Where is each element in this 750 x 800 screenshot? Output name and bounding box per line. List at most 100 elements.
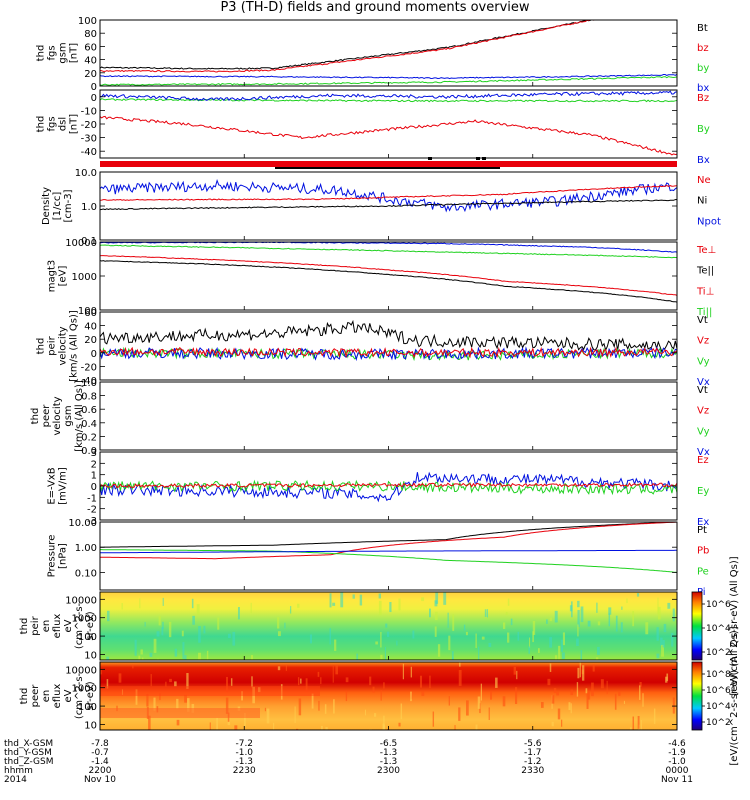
colorbar-tick-label: 10^4 (706, 702, 731, 712)
spectrogram-band (100, 708, 260, 718)
panel-peir-velocity: Vt Vz Vy Vx 60 40 20 0 -20 -40 thd peir velocity [km/… (36, 308, 710, 388)
ytick-label: 100 (78, 702, 97, 713)
xaxis-tick-label: -7.2 (235, 739, 253, 749)
series-line-bz (100, 20, 595, 73)
legend-entry: Te|| (696, 266, 714, 277)
ylabel-line: eflux (52, 614, 63, 639)
xaxis-tick-label: -1.7 (524, 748, 542, 758)
xaxis-tick-label: -5.6 (524, 739, 542, 749)
ytick-label: 60 (84, 42, 97, 53)
ytick-label: 0 (91, 482, 97, 493)
xaxis-tick-label: -4.6 (668, 739, 686, 749)
xaxis-tick-label: -1.9 (668, 748, 686, 758)
series-line-Pt (100, 522, 677, 548)
ytick-label: 40 (84, 56, 97, 67)
legend-entry: Npot (697, 216, 721, 227)
ytick-label: 100 (78, 632, 97, 643)
ytick-label: 3 (91, 448, 97, 459)
xaxis-tick-label: -1.2 (524, 757, 542, 767)
ylabel-line: thd (19, 688, 30, 705)
ytick-label: 10000 (65, 595, 97, 606)
legend-entry: Vy (697, 426, 710, 437)
xaxis-tick-label: 2200 (89, 766, 112, 776)
xaxis-tick-label: -1.3 (380, 748, 398, 758)
flag-marker (476, 157, 480, 160)
legend-entry: Vz (697, 336, 709, 347)
ytick-label: -10 (81, 106, 97, 117)
series-line-Npot (100, 179, 677, 213)
series-line-Vt (100, 319, 677, 353)
ytick-label: 100 (78, 306, 97, 317)
series-line-Ti|| (100, 244, 677, 259)
ylabel-line: [nT] (69, 43, 80, 63)
series-line-Vz (100, 346, 677, 359)
series-group (100, 471, 677, 503)
panel-peer-spectrogram: 10^8 10^6 10^4 10^2[eV/(cm^2-s-sr-eV) (All … (19, 626, 740, 765)
xaxis-row-label: thd_Y-GSM (4, 748, 52, 758)
ytick-label: -20 (81, 120, 97, 131)
spectrogram-streaks (106, 592, 677, 660)
ylabel-line: [km/s (All Qs)] (74, 380, 85, 452)
series-line-Ne (100, 184, 677, 201)
legend-entry: Bz (697, 93, 709, 104)
quality-flag-bar (100, 157, 677, 169)
ytick-label: 10.0 (75, 168, 97, 179)
legend-entry: Pe (697, 566, 709, 577)
colorbar (691, 661, 703, 731)
series-line-By (100, 98, 677, 103)
flag-segment (275, 167, 500, 169)
xaxis-tick-label: 2330 (521, 766, 544, 776)
colorbar-tick-label: 10^8 (706, 670, 731, 680)
series-line-Ey (100, 479, 677, 496)
xaxis-tick-label: -1.3 (380, 757, 398, 767)
legend-entry: Ne (697, 175, 711, 186)
ylabel-line: [nPa] (58, 543, 69, 569)
ytick-label: 20 (84, 69, 97, 80)
series-line-bx (100, 73, 677, 80)
colorbar (691, 591, 703, 661)
xaxis-tick-label: 0000 (666, 766, 689, 776)
colorbar-tick-label: 10^6 (706, 600, 731, 610)
ylabel-line: thd (36, 45, 47, 62)
panel-frame (99, 241, 678, 311)
ylabel-line: peir (47, 335, 58, 355)
ylabel-line: [mV/m] (58, 467, 69, 505)
ytick-label: 100 (78, 16, 97, 27)
series-group (100, 319, 677, 362)
ylabel-line: peir (30, 615, 41, 635)
legend-entry: Te⊥ (696, 245, 716, 256)
legend-entry: Vx (697, 377, 710, 388)
colorbar-tick-label: 10^2 (706, 648, 731, 658)
ytick-label: 20 (84, 335, 97, 346)
xaxis-tick-label: -1.3 (235, 757, 253, 767)
xaxis-tick-label: -6.5 (380, 739, 398, 749)
xaxis-tick-label: -1.4 (91, 757, 109, 767)
ytick-label: -30 (81, 134, 97, 145)
colorbar-tick-label: 10^6 (706, 686, 731, 696)
xaxis-tick-label: Nov 11 (661, 775, 693, 785)
ylabel-line: eV (63, 619, 74, 632)
xaxis-row-label: hhmm (4, 766, 33, 776)
ylabel-line: sr-eV) (85, 611, 96, 640)
series-line-Vx (100, 346, 677, 362)
series-line-Ez (100, 482, 677, 489)
panel-fgs-dsl: Bz By Bx 0 -10 -20 -30 -40 thd fgs dsl [nT] (36, 89, 710, 166)
xaxis-row-label: thd_X-GSM (4, 739, 53, 749)
ylabel-line: [cm-3] (63, 189, 74, 222)
ylabel-line: eV (63, 689, 74, 702)
ylabel-line: (cm^2-s- (74, 672, 85, 719)
ylabel-line: thd (19, 618, 30, 635)
ytick-label: 60 (84, 308, 97, 319)
ytick-label: 10 (84, 650, 97, 661)
xaxis-tick-label: -1.0 (235, 748, 253, 758)
xaxis-tick-label: 2230 (233, 766, 256, 776)
ytick-label: 1.00 (75, 543, 97, 554)
legend-entry: by (697, 63, 709, 74)
panel-fgs-gsm: Bt bz by bx 100 80 60 40 20 0 thd fgs gsm [nT] (36, 16, 710, 94)
series-group (100, 522, 677, 573)
ylabel-line: peer (41, 404, 52, 428)
ylabel-line: thd (30, 408, 41, 425)
